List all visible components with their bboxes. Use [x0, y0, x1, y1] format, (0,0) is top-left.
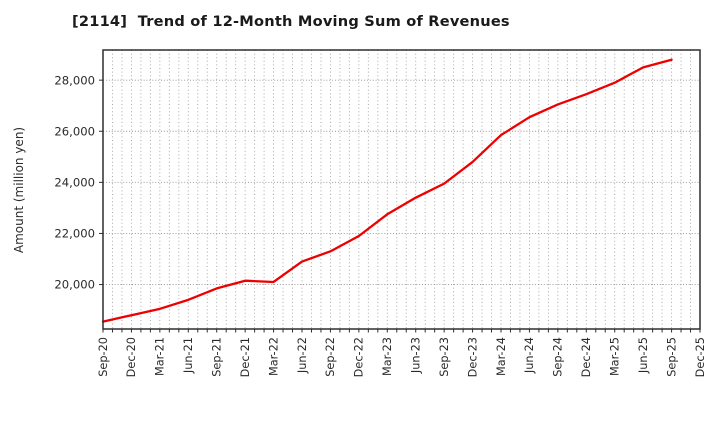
x-tick-label: Dec-24 — [580, 337, 593, 377]
x-tick-label: Sep-21 — [211, 337, 224, 377]
x-tick-label: Mar-24 — [495, 337, 508, 376]
x-tick-label: Jun-24 — [523, 337, 536, 374]
x-tick-label: Sep-20 — [97, 337, 110, 377]
x-tick-label: Sep-22 — [324, 337, 337, 377]
y-tick-label: 28,000 — [54, 73, 95, 87]
x-tick-label: Dec-23 — [466, 337, 479, 377]
plot-border — [102, 49, 701, 330]
revenue-series-line — [101, 58, 673, 323]
x-tick-label: Dec-20 — [125, 337, 138, 377]
y-tick-label: 20,000 — [54, 278, 95, 292]
x-tick-label: Jun-23 — [410, 337, 423, 374]
x-tick-label: Mar-25 — [609, 337, 622, 376]
x-tick-label: Sep-24 — [552, 337, 565, 377]
x-tick-label: Mar-23 — [381, 337, 394, 376]
x-tick-label: Mar-21 — [154, 337, 167, 376]
x-tick-label: Mar-22 — [267, 337, 280, 376]
x-tick-label: Jun-25 — [637, 337, 650, 374]
x-tick-label: Sep-25 — [665, 337, 678, 377]
x-tick-label: Jun-22 — [296, 337, 309, 374]
y-tick-label: 24,000 — [54, 176, 95, 190]
x-tick-label: Dec-25 — [694, 337, 707, 377]
x-tick-label: Dec-22 — [353, 337, 366, 377]
x-tick-label: Jun-21 — [182, 337, 195, 374]
y-tick-label: 22,000 — [54, 227, 95, 241]
chart-title: [2114] Trend of 12-Month Moving Sum of R… — [72, 13, 510, 30]
x-tick-label: Sep-23 — [438, 337, 451, 377]
x-tick-label: Dec-21 — [239, 337, 252, 377]
y-tick-label: 26,000 — [54, 124, 95, 138]
